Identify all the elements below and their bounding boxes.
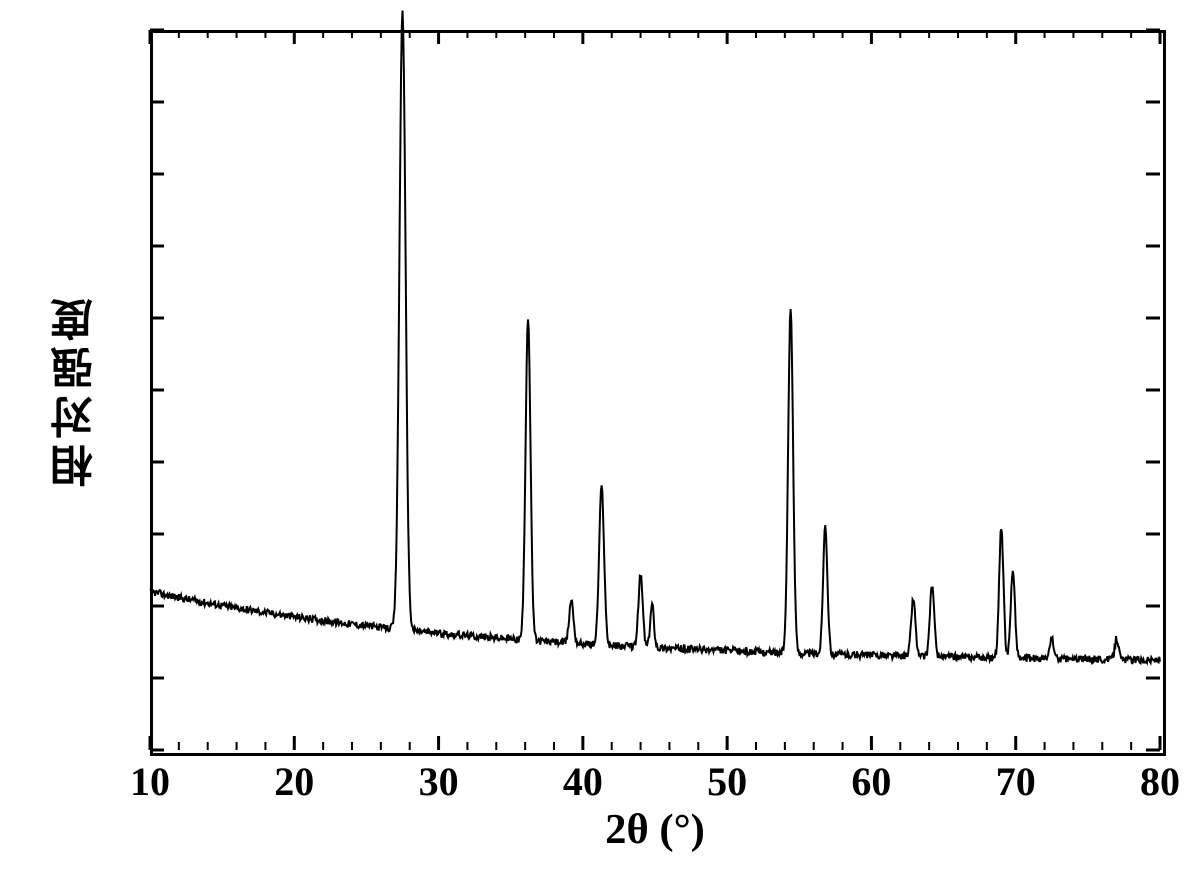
x-tick-label: 80 [1120, 758, 1193, 805]
y-axis-title: 相对强度 [55, 270, 98, 510]
x-tick-label: 60 [831, 758, 911, 805]
x-tick-label: 30 [399, 758, 479, 805]
xrd-chart-figure: 相对强度 2θ (°) 10 20 30 40 50 60 70 80 [0, 0, 1193, 877]
x-tick-label: 70 [976, 758, 1056, 805]
x-axis-title: 2θ (°) [150, 805, 1160, 854]
x-tick-label: 50 [687, 758, 767, 805]
xrd-trace [150, 11, 1160, 664]
x-tick-label: 40 [543, 758, 623, 805]
x-axis-title-text: 2θ (°) [605, 806, 705, 853]
x-tick-label: 10 [110, 758, 190, 805]
x-tick-label: 20 [254, 758, 334, 805]
chart-svg [0, 0, 1193, 877]
